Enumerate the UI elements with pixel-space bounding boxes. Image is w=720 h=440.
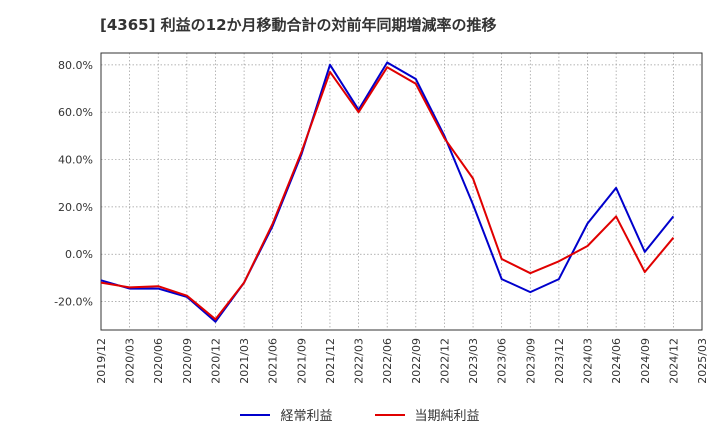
plot-frame: [100, 52, 703, 331]
x-tick-label: 2025/03: [696, 338, 709, 384]
y-tick-label: 80.0%: [58, 59, 93, 72]
legend-item-ordinary-profit: 経常利益: [240, 405, 333, 424]
x-tick-label: 2024/12: [667, 338, 680, 384]
x-tick-label: 2021/09: [295, 338, 308, 384]
x-tick-label: 2021/03: [238, 338, 251, 384]
x-tick-label: 2024/06: [610, 338, 623, 384]
x-tick-label: 2022/03: [353, 338, 366, 384]
x-tick-label: 2020/03: [124, 338, 137, 384]
x-tick-label: 2021/06: [267, 338, 280, 384]
y-tick-label: 20.0%: [58, 201, 93, 214]
chart-legend: 経常利益 当期純利益: [0, 405, 720, 424]
chart-title: [4365] 利益の12か月移動合計の対前年同期増減率の推移: [100, 16, 497, 34]
plot-area: [101, 53, 702, 330]
series-line-ordinary-profit: [100, 61, 675, 323]
x-tick-label: 2023/12: [553, 338, 566, 384]
legend-swatch-net-income: [374, 413, 405, 416]
legend-item-net-income: 当期純利益: [374, 405, 480, 424]
x-tick-label: 2020/06: [152, 338, 165, 384]
x-tick-label: 2020/12: [209, 338, 222, 384]
legend-label-net-income: 当期純利益: [414, 409, 480, 424]
x-tick-label: 2023/03: [467, 338, 480, 384]
x-tick-label: 2021/12: [324, 338, 337, 384]
x-tick-label: 2019/12: [95, 338, 108, 384]
x-tick-label: 2022/12: [438, 338, 451, 384]
x-tick-label: 2024/03: [582, 338, 595, 384]
legend-label-ordinary-profit: 経常利益: [280, 409, 333, 424]
series-line-net-income: [100, 66, 675, 321]
x-tick-label: 2022/09: [410, 338, 423, 384]
x-tick-label: 2023/09: [524, 338, 537, 384]
x-tick-label: 2024/09: [639, 338, 652, 384]
x-tick-label: 2020/09: [181, 338, 194, 384]
x-tick-label: 2022/06: [381, 338, 394, 384]
y-tick-label: 0.0%: [65, 248, 93, 261]
y-tick-label: 40.0%: [58, 154, 93, 167]
y-tick-label: -20.0%: [54, 296, 93, 309]
x-tick-label: 2023/06: [496, 338, 509, 384]
y-tick-label: 60.0%: [58, 106, 93, 119]
legend-swatch-ordinary-profit: [240, 413, 271, 416]
